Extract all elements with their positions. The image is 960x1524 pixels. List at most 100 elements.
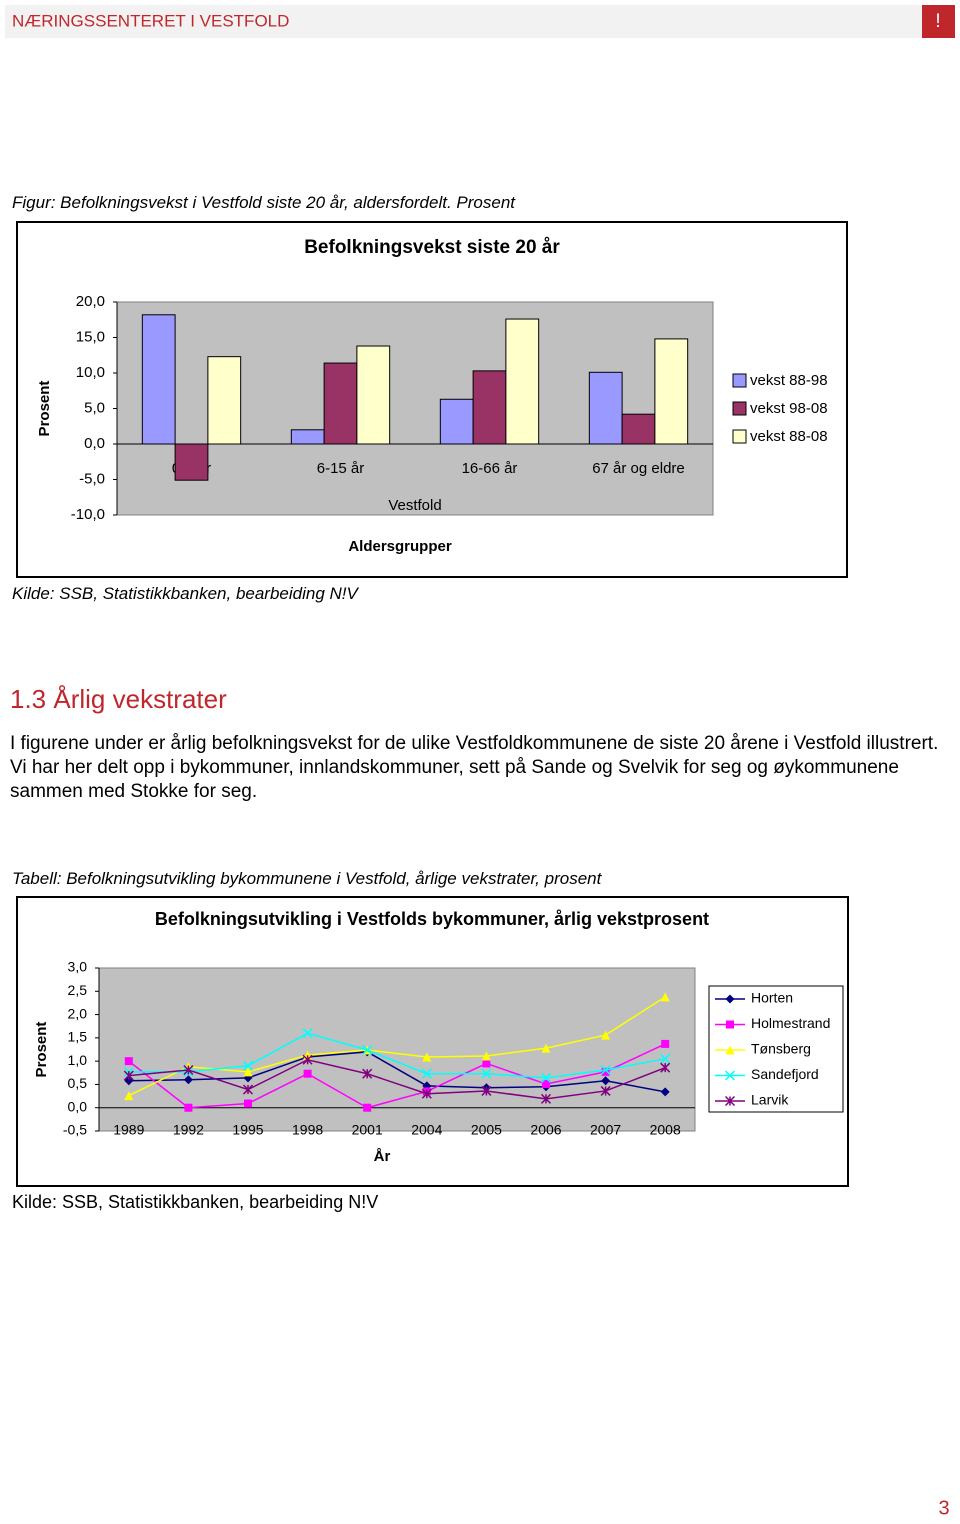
- bar: [323, 362, 358, 445]
- legend-label: Larvik: [751, 1092, 789, 1108]
- marker: [421, 1088, 432, 1099]
- x-axis-label: År: [374, 1148, 391, 1165]
- section-paragraph: I figurene under er årlig befolkningsvek…: [10, 733, 939, 802]
- y-tick-label: 10,0: [76, 364, 105, 381]
- marker: [540, 1093, 552, 1104]
- plot-area: [116, 301, 714, 516]
- table-source: Kilde: SSB, Statistikkbanken, bearbeidin…: [12, 1192, 379, 1212]
- marker: [660, 1062, 671, 1073]
- bar: [588, 371, 623, 445]
- marker: [481, 1085, 492, 1096]
- series-line: [128, 1032, 666, 1079]
- marker: [661, 1039, 670, 1048]
- marker: [302, 1054, 313, 1065]
- marker: [541, 1043, 551, 1053]
- bar: [654, 338, 689, 445]
- marker: [183, 1064, 194, 1076]
- marker: [421, 1068, 432, 1079]
- marker: [601, 1030, 611, 1040]
- legend-swatch: [732, 429, 747, 444]
- legend-label: vekst 88-08: [750, 428, 828, 445]
- y-tick-label: 0,5: [68, 1075, 88, 1091]
- y-tick-label: 20,0: [76, 293, 105, 310]
- marker: [481, 1051, 491, 1061]
- y-tick-label: -5,0: [79, 470, 105, 487]
- marker: [183, 1075, 193, 1085]
- chart-title: Befolkningsutvikling i Vestfolds bykommu…: [155, 909, 709, 929]
- bar: [621, 413, 656, 445]
- y-axis-label: Prosent: [33, 1022, 50, 1078]
- header-mark: !: [935, 11, 940, 32]
- marker: [302, 1028, 313, 1039]
- x-tick-label: 2004: [411, 1122, 442, 1138]
- y-tick-label: 1,0: [68, 1052, 88, 1068]
- marker: [601, 1076, 611, 1086]
- marker: [726, 1020, 734, 1029]
- y-tick-label: -10,0: [71, 506, 105, 523]
- y-tick-label: 15,0: [76, 328, 105, 345]
- bar: [174, 443, 209, 481]
- marker: [600, 1085, 611, 1096]
- y-tick-label: 0,0: [68, 1098, 88, 1114]
- legend-swatch: [732, 373, 747, 388]
- header-bar: [5, 5, 955, 38]
- marker: [600, 1064, 611, 1076]
- figure-caption: Figur: Befolkningsvekst i Vestfold siste…: [12, 193, 516, 212]
- marker: [422, 1052, 432, 1062]
- marker: [242, 1084, 254, 1095]
- legend-label: vekst 88-98: [750, 372, 828, 389]
- marker: [303, 1069, 312, 1078]
- x-tick-label: 2007: [590, 1122, 621, 1138]
- x-tick-label: 1998: [292, 1122, 323, 1138]
- x-tick-label: 2006: [530, 1122, 561, 1138]
- y-tick-label: 2,5: [68, 982, 88, 998]
- marker: [724, 1095, 736, 1107]
- header-title: NÆRINGSSENTERET I VESTFOLD: [12, 11, 289, 30]
- marker: [660, 1087, 670, 1097]
- bar: [290, 429, 325, 445]
- marker: [542, 1079, 550, 1088]
- marker: [481, 1068, 492, 1079]
- y-tick-label: -0,5: [63, 1122, 87, 1138]
- marker: [482, 1059, 491, 1068]
- legend-label: Sandefjord: [751, 1066, 819, 1082]
- legend-label: Holmestrand: [751, 1015, 830, 1031]
- y-tick-label: 2,0: [68, 1005, 88, 1021]
- legend-label: Horten: [751, 990, 793, 1006]
- marker: [725, 994, 735, 1004]
- x-axis-label: Aldersgrupper: [348, 538, 452, 555]
- marker: [244, 1099, 252, 1108]
- marker: [660, 1053, 671, 1064]
- figure-source: Kilde: SSB, Statistikkbanken, bearbeidin…: [12, 584, 358, 603]
- x-tick-label: 1995: [232, 1122, 263, 1138]
- x-tick-label: 1989: [113, 1122, 144, 1138]
- bar: [356, 345, 391, 445]
- marker: [124, 1057, 133, 1066]
- legend-label: vekst 98-08: [750, 400, 828, 417]
- header-mark-box: [922, 5, 955, 38]
- x-tick-label: 6-15 år: [317, 460, 365, 477]
- series-line: [128, 1043, 666, 1109]
- bar: [439, 398, 474, 445]
- marker: [184, 1103, 193, 1112]
- x-tick-label: 1992: [173, 1122, 204, 1138]
- table-caption: Tabell: Befolkningsutvikling bykommunene…: [12, 869, 602, 888]
- marker: [362, 1068, 373, 1079]
- marker: [660, 992, 670, 1002]
- marker: [601, 1067, 610, 1076]
- marker: [124, 1091, 134, 1101]
- marker: [123, 1070, 134, 1081]
- bar: [505, 318, 540, 445]
- y-tick-label: 0,0: [84, 435, 105, 452]
- legend-swatch: [732, 401, 747, 416]
- x-tick-label: 2001: [352, 1122, 383, 1138]
- page-number: 3: [938, 1497, 949, 1519]
- marker: [540, 1072, 552, 1083]
- marker: [243, 1067, 253, 1077]
- group-label: Vestfold: [388, 497, 441, 514]
- x-tick-label: 2008: [650, 1122, 681, 1138]
- legend-label: Tønsberg: [751, 1041, 811, 1057]
- marker: [242, 1060, 254, 1071]
